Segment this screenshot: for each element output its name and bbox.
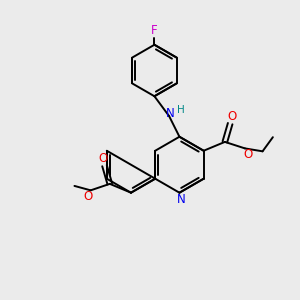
Text: O: O <box>83 190 92 203</box>
Text: F: F <box>151 24 158 37</box>
Text: N: N <box>176 193 185 206</box>
Text: O: O <box>227 110 236 123</box>
Text: O: O <box>243 148 253 161</box>
Text: N: N <box>166 107 175 120</box>
Text: H: H <box>177 105 185 115</box>
Text: O: O <box>98 152 108 165</box>
